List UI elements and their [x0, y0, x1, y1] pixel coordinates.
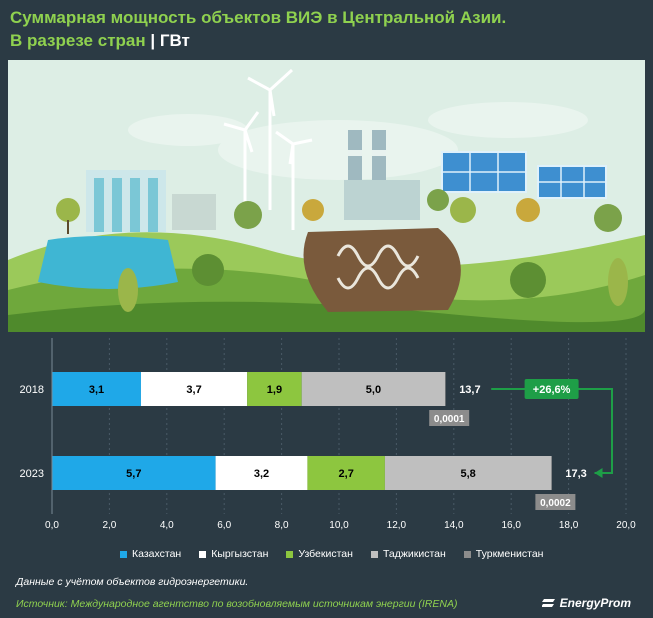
- x-tick-label: 6,0: [217, 520, 231, 531]
- bar-segment-kyrgyzstan: [215, 456, 308, 490]
- x-tick-label: 14,0: [444, 520, 464, 531]
- data-label-tajikistan: 5,8: [461, 468, 476, 480]
- data-label-kazakhstan: 5,7: [126, 468, 141, 480]
- legend-item-kazakhstan: Казахстан: [120, 548, 181, 560]
- chart-legend: Казахстан Кыргызстан Узбекистан Таджикис…: [120, 548, 543, 560]
- chart-labels: 3,1 3,7 1,9 5,0 0,0001 13,7 5,7 3,2 2,7 5,8 0,0002…: [89, 379, 613, 510]
- stacked-bar-chart: 3,1 3,7 1,9 5,0 0,0001 13,7 5,7 3,2 2,7 5,8 0,0002…: [20, 338, 636, 531]
- chart-axis: 0,0 2,0 4,0 6,0 8,0 10,0 12,0 14,0 16,0 18,0 20,0 2…: [20, 338, 636, 531]
- data-label-kyrgyzstan: 3,2: [254, 468, 269, 480]
- legend-label-kyrgyzstan: Кыргызстан: [211, 548, 269, 560]
- legend-swatch-kazakhstan: [120, 550, 127, 558]
- chart-unit: | ГВт: [150, 31, 190, 50]
- geothermal-soil: [303, 228, 461, 312]
- legend-label-turkmenistan: Туркменистан: [475, 548, 544, 560]
- legend-label-uzbekistan: Узбекистан: [298, 548, 353, 560]
- total-label: 17,3: [565, 468, 586, 480]
- x-tick-label: 0,0: [45, 520, 59, 531]
- bar-segment-uzbekistan: [247, 372, 302, 406]
- category-label: 2023: [20, 468, 44, 480]
- x-tick-label: 12,0: [387, 520, 407, 531]
- total-label: 13,7: [459, 384, 480, 396]
- legend-item-tajikistan: Таджикистан: [370, 548, 446, 560]
- bar-segment-tajikistan: [384, 456, 552, 490]
- data-label-turkmenistan: 0,0002: [540, 498, 571, 509]
- data-label-box-turkmenistan: [429, 410, 470, 426]
- energyprom-logo-icon: [541, 598, 555, 607]
- bar-segment-turkmenistan: [445, 372, 446, 406]
- legend-swatch-kyrgyzstan: [199, 550, 207, 558]
- legend-item-turkmenistan: Туркменистан: [463, 548, 544, 560]
- legend-swatch-turkmenistan: [463, 550, 471, 558]
- x-tick-label: 4,0: [160, 520, 174, 531]
- growth-badge-label: +26,6%: [533, 384, 571, 396]
- brand-logo: EnergyProm: [541, 596, 631, 610]
- trees: [56, 189, 628, 312]
- brand-name: EnergyProm: [559, 596, 631, 610]
- category-label: 2018: [20, 384, 44, 396]
- x-tick-label: 18,0: [559, 520, 579, 531]
- bar-segment-kyrgyzstan: [140, 372, 248, 406]
- bar-segment-kazakhstan: [52, 456, 216, 490]
- bar-segment-kazakhstan: [52, 372, 141, 406]
- legend-item-uzbekistan: Узбекистан: [286, 548, 353, 560]
- growth-arrow-icon: [594, 468, 603, 478]
- x-tick-label: 2,0: [102, 520, 116, 531]
- chart-title: Суммарная мощность объектов ВИЭ в Центра…: [10, 8, 507, 27]
- legend-label-tajikistan: Таджикистан: [382, 548, 446, 560]
- data-label-turkmenistan: 0,0001: [434, 414, 465, 425]
- power-plant: [344, 130, 420, 220]
- chart-subtitle: В разрезе стран | ГВт: [10, 29, 506, 52]
- data-label-tajikistan: 5,0: [366, 384, 381, 396]
- source-note: Источник: Международное агентство по воз…: [16, 598, 458, 610]
- x-tick-label: 8,0: [275, 520, 289, 531]
- footnote: Данные с учётом объектов гидроэнергетики…: [16, 576, 249, 588]
- bar-segment-turkmenistan: [551, 456, 552, 490]
- data-label-kyrgyzstan: 3,7: [186, 384, 201, 396]
- legend-label-kazakhstan: Казахстан: [132, 548, 182, 560]
- legend-item-kyrgyzstan: Кыргызстан: [199, 548, 268, 560]
- solar-panels: [441, 151, 607, 199]
- x-tick-label: 10,0: [329, 520, 349, 531]
- bar-segment-tajikistan: [301, 372, 446, 406]
- chart-subtitle-main: В разрезе стран: [10, 31, 146, 50]
- growth-badge: [524, 379, 579, 399]
- x-tick-label: 16,0: [501, 520, 521, 531]
- bar-segment-uzbekistan: [307, 456, 385, 490]
- legend-swatch-uzbekistan: [286, 550, 294, 558]
- data-label-uzbekistan: 2,7: [339, 468, 354, 480]
- renewable-energy-illustration: [8, 60, 645, 332]
- legend-swatch-tajikistan: [370, 550, 378, 558]
- chart-bars: [52, 372, 552, 490]
- x-tick-label: 20,0: [616, 520, 636, 531]
- data-label-uzbekistan: 1,9: [267, 384, 282, 396]
- data-label-kazakhstan: 3,1: [89, 384, 104, 396]
- data-label-box-turkmenistan: [535, 494, 576, 510]
- dam-building: [86, 170, 216, 232]
- reservoir-water: [38, 236, 178, 289]
- chart-title-block: Суммарная мощность объектов ВИЭ в Центра…: [10, 6, 506, 52]
